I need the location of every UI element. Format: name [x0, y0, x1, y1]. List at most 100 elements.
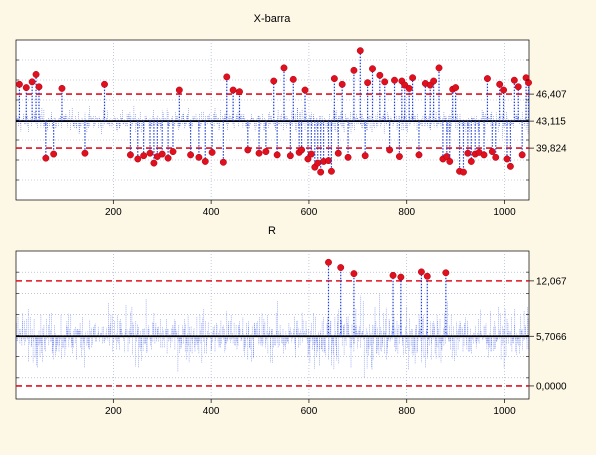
xbar-ooc-point: [356, 47, 364, 55]
xbar-ooc-point: [50, 150, 58, 158]
xbar-x-tick-label: 600: [301, 207, 318, 218]
range-chart: R 200 400 600 800 1000 12,067 5,7066 0,0000: [15, 225, 567, 417]
range-data-line: [15, 293, 530, 378]
xbar-ooc-point: [42, 154, 50, 162]
xbar-ooc-point: [430, 77, 438, 85]
xbar-ooc-point: [187, 151, 195, 159]
xbar-ooc-point: [126, 151, 134, 159]
xbar-limit-label: 46,407: [536, 90, 567, 101]
range-x-tick-label: 400: [203, 406, 220, 417]
xbar-x-ticks: 200 400 600 800 1000: [105, 200, 516, 218]
xbar-ooc-point: [289, 75, 297, 83]
xbar-ooc-point: [101, 80, 108, 88]
xbar-ooc-point: [381, 78, 389, 86]
xbar-ooc-point: [350, 66, 358, 74]
xbar-ooc-point: [435, 64, 443, 72]
xbar-ooc-point: [236, 88, 243, 96]
range-x-tick-label: 600: [301, 406, 318, 417]
xbar-x-tick-label: 400: [203, 207, 220, 218]
xbar-ooc-point: [488, 148, 496, 156]
range-limit-label: 5,7066: [536, 332, 567, 343]
xbar-ooc-point: [467, 157, 475, 165]
range-limit-label: 0,0000: [536, 381, 567, 392]
xbar-x-tick-label: 1000: [493, 207, 516, 218]
xbar-limit-label: 39,824: [536, 144, 567, 155]
xbar-ooc-point: [500, 86, 508, 94]
xbar-ooc-point: [514, 83, 522, 91]
xbar-ooc-point: [32, 71, 40, 78]
xbar-ooc-point: [158, 150, 166, 158]
xbar-ooc-point: [480, 151, 488, 159]
xbar-ooc-point: [270, 77, 278, 85]
xbar-ooc-point: [35, 83, 43, 91]
xbar-ooc-point: [255, 149, 263, 157]
xbar-out-of-control-points: [15, 47, 532, 176]
xbar-ooc-point: [262, 148, 270, 156]
xbar-ooc-point: [223, 73, 231, 81]
xbar-ooc-point: [415, 151, 423, 159]
range-plot-area: [15, 250, 530, 400]
xbar-ooc-point: [452, 84, 460, 92]
xbar-ooc-point: [175, 86, 183, 94]
range-grid: [16, 251, 529, 399]
range-x-tick-label: 200: [105, 406, 122, 417]
xbar-limit-label: 43,115: [536, 117, 566, 128]
xbar-ooc-point: [325, 157, 332, 165]
xbar-ooc-point: [496, 80, 504, 88]
xbar-ooc-point: [395, 153, 403, 160]
xbar-ooc-point: [169, 148, 177, 156]
xbar-ooc-point: [314, 159, 322, 167]
xbar-ooc-point: [364, 79, 372, 87]
xbar-ooc-point: [503, 155, 511, 163]
xbar-ooc-point: [334, 149, 342, 157]
xbar-ooc-point: [369, 65, 376, 73]
xbar-ooc-point: [525, 79, 532, 87]
xbar-ooc-point: [330, 75, 338, 83]
range-ooc-point: [423, 272, 431, 280]
xbar-ooc-point: [446, 157, 454, 165]
xbar-chart-title: X-barra: [254, 13, 292, 25]
range-out-of-control-points: [325, 258, 450, 337]
xbar-ooc-point: [460, 168, 467, 176]
xbar-ooc-point: [81, 149, 89, 157]
xbar-plot-area: [15, 39, 530, 201]
xbar-ooc-point: [317, 168, 325, 176]
xbar-ooc-point: [361, 152, 369, 160]
range-ooc-point: [442, 269, 450, 277]
xbar-ooc-point: [150, 159, 158, 167]
xbar-ooc-point: [244, 146, 252, 154]
xbar-ooc-point: [338, 80, 346, 88]
xbar-ooc-point: [146, 149, 154, 157]
xbar-ooc-point: [376, 71, 384, 79]
range-ooc-point: [325, 258, 332, 266]
xbar-ooc-point: [391, 76, 398, 84]
xbar-x-tick-label: 800: [398, 207, 415, 218]
xbar-ooc-point: [280, 64, 288, 72]
xbar-ooc-point: [286, 152, 294, 160]
xbar-ooc-point: [506, 162, 514, 170]
range-x-ticks: 200 400 600 800 1000: [105, 399, 516, 417]
range-x-tick-label: 1000: [493, 406, 516, 417]
range-ooc-point: [337, 264, 345, 271]
xbar-chart: X-barra 200 400 600 800 1000 46,407 43,115 39,…: [15, 13, 567, 218]
range-limit-label: 12,067: [536, 276, 567, 287]
xbar-ooc-point: [219, 158, 227, 166]
range-ooc-point: [397, 273, 405, 281]
xbar-ooc-point: [301, 86, 309, 94]
xbar-ooc-point: [405, 84, 413, 92]
xbar-ooc-point: [307, 150, 315, 158]
xbar-ooc-point: [483, 75, 491, 83]
xbar-ooc-point: [409, 74, 417, 82]
xbar-ooc-point: [492, 153, 500, 161]
xbar-ooc-point: [510, 76, 518, 84]
xbar-ooc-point: [58, 84, 66, 92]
range-data-series: [15, 293, 530, 378]
xbar-limit-labels: 46,407 43,115 39,824: [16, 59, 567, 181]
xbar-ooc-point: [298, 146, 306, 154]
range-x-tick-label: 800: [398, 406, 415, 417]
xbar-ooc-point: [164, 154, 172, 162]
xbar-ooc-point: [273, 151, 281, 159]
xbar-ooc-point: [134, 155, 142, 163]
xbar-ooc-point: [195, 153, 203, 161]
